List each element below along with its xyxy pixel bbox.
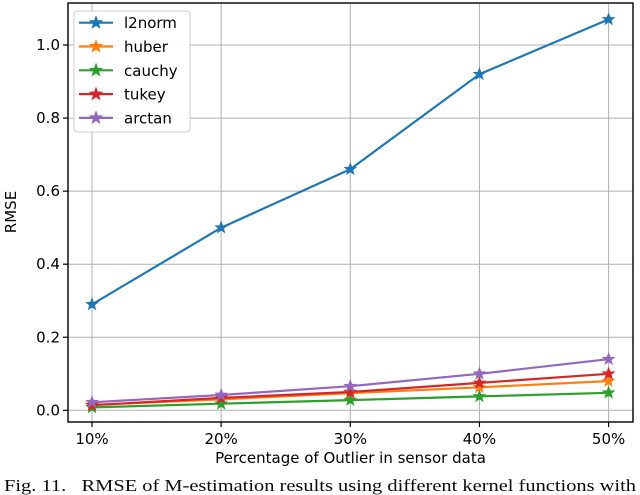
legend-label-l2norm: l2norm bbox=[124, 14, 177, 32]
series-marker-cauchy bbox=[472, 389, 487, 403]
x-tick-label: 40% bbox=[463, 430, 496, 448]
legend-frame bbox=[73, 10, 191, 133]
legend-item-huber: huber bbox=[79, 38, 169, 56]
legend-star-icon bbox=[88, 86, 104, 101]
series-marker-tukey bbox=[343, 384, 358, 398]
series-marker-l2norm bbox=[85, 297, 99, 311]
legend-item-cauchy: cauchy bbox=[79, 62, 178, 80]
x-axis-label: Percentage of Outlier in sensor data bbox=[215, 449, 486, 467]
series-marker-l2norm bbox=[472, 67, 487, 81]
series-marker-arctan bbox=[601, 351, 616, 366]
series-marker-cauchy bbox=[601, 385, 616, 399]
legend-label-tukey: tukey bbox=[124, 86, 166, 104]
legend-label-arctan: arctan bbox=[124, 109, 172, 127]
series-marker-l2norm bbox=[214, 220, 229, 234]
series-marker-arctan bbox=[472, 366, 487, 380]
legend-star-icon bbox=[88, 15, 104, 29]
y-tick-label: 0.4 bbox=[36, 255, 60, 273]
series-marker-l2norm bbox=[601, 12, 616, 26]
y-tick-label: 0.8 bbox=[36, 109, 60, 127]
figure-caption: Fig. 11. RMSE of M-estimation results us… bbox=[4, 476, 637, 495]
legend-star-icon bbox=[88, 62, 104, 77]
series-marker-l2norm bbox=[343, 161, 358, 176]
plot-border bbox=[67, 2, 634, 423]
legend-item-arctan: arctan bbox=[79, 109, 172, 127]
y-tick-label: 0.6 bbox=[36, 182, 60, 200]
x-tick-label: 50% bbox=[592, 430, 625, 448]
figure-caption-svg: Fig. 11. RMSE of M-estimation results us… bbox=[4, 476, 637, 495]
y-tick-label: 0.2 bbox=[36, 328, 60, 346]
x-tick-label: 10% bbox=[75, 430, 108, 448]
legend-star-icon bbox=[88, 38, 104, 53]
series-marker-arctan bbox=[214, 387, 229, 401]
series-marker-tukey bbox=[472, 375, 487, 389]
legend-label-huber: huber bbox=[124, 38, 169, 56]
series-marker-huber bbox=[601, 373, 616, 387]
series-marker-arctan bbox=[343, 378, 358, 393]
series-marker-tukey bbox=[601, 366, 616, 380]
series-marker-arctan bbox=[85, 395, 99, 409]
y-axis-label: RMSE bbox=[2, 191, 20, 233]
rmse-line-chart: 0.0 0.2 0.4 0.6 0.8 1.0 10% 20% 30% 40% 50% RMSE Per… bbox=[2, 2, 634, 467]
y-tick-label: 1.0 bbox=[36, 36, 60, 54]
x-tick-label: 30% bbox=[334, 430, 367, 448]
legend-star-icon bbox=[88, 110, 104, 125]
y-tick-label: 0.0 bbox=[36, 401, 60, 419]
x-tick-label: 20% bbox=[204, 430, 237, 448]
legend-box: l2norm huber cauchy tukey arctan bbox=[73, 10, 191, 133]
legend-item-tukey: tukey bbox=[79, 86, 166, 104]
legend-item-l2norm: l2norm bbox=[79, 14, 177, 32]
series-marker-cauchy bbox=[214, 396, 229, 410]
series-marker-cauchy bbox=[343, 392, 358, 406]
legend-label-cauchy: cauchy bbox=[124, 62, 178, 80]
